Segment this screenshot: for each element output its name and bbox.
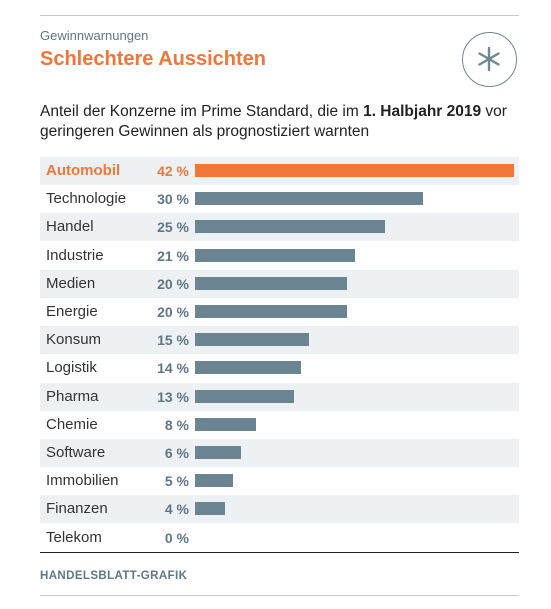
category-label: Energie: [46, 303, 98, 320]
value-label: 20 %: [157, 275, 189, 292]
category-label: Automobil: [46, 162, 121, 179]
source-credit: HANDELSBLATT-GRAFIK: [40, 570, 188, 582]
value-label: 30 %: [157, 191, 189, 208]
value-label: 15 %: [157, 332, 189, 349]
bar: [195, 446, 241, 459]
chart-row: Industrie 21 %: [40, 242, 519, 270]
infographic-card: Gewinnwarnungen Schlechtere Aussichten A…: [40, 15, 519, 596]
category-label: Immobilien: [46, 472, 119, 490]
category-label: Software: [46, 444, 106, 461]
chart-subtitle: Anteil der Konzerne im Prime Standard, d…: [40, 102, 519, 142]
category-label: Industrie: [46, 246, 104, 264]
bottom-divider: [40, 552, 519, 553]
chart-row: Chemie 8 %: [40, 411, 519, 439]
value-label: 13 %: [157, 388, 189, 405]
value-label: 14 %: [157, 360, 189, 377]
top-divider: [40, 15, 519, 16]
chart-row: Immobilien 5 %: [40, 467, 519, 495]
chart-row: Automobil 42 %: [40, 157, 519, 185]
value-label: 8 %: [164, 416, 189, 433]
category-label: Konsum: [46, 331, 102, 349]
value-label: 42 %: [157, 163, 189, 179]
value-label: 4 %: [164, 501, 189, 518]
asterisk-icon: [462, 32, 517, 87]
chart-row: Konsum 15 %: [40, 326, 519, 355]
bar: [195, 361, 302, 375]
subtitle-bold: 1. Halbjahr 2019: [363, 103, 482, 120]
footer-divider: [40, 595, 519, 596]
category-label: Logistik: [46, 359, 97, 377]
chart-row: Telekom 0 %: [40, 524, 519, 552]
value-label: 5 %: [164, 473, 189, 490]
category-label: Chemie: [46, 415, 98, 433]
bar: [195, 220, 385, 234]
bar: [195, 389, 294, 403]
chart-row: Logistik 14 %: [40, 354, 519, 382]
bar: [195, 192, 423, 206]
chart-row: Finanzen 4 %: [40, 495, 519, 524]
bar: [195, 164, 514, 177]
chart-row: Medien 20 %: [40, 269, 519, 298]
category-label: Handel: [46, 218, 94, 236]
bar: [195, 333, 309, 347]
value-label: 25 %: [157, 219, 189, 236]
kicker: Gewinnwarnungen: [40, 28, 149, 43]
category-label: Technologie: [46, 190, 127, 208]
bar-chart: Automobil 42 % Technologie 30 % Handel 25 % In…: [40, 157, 519, 552]
category-label: Finanzen: [46, 500, 108, 518]
bar: [195, 276, 347, 290]
bar: [195, 305, 347, 318]
category-label: Pharma: [46, 387, 99, 405]
bar: [195, 248, 355, 262]
value-label: 21 %: [157, 247, 189, 264]
chart-title: Schlechtere Aussichten: [40, 48, 267, 70]
category-label: Telekom: [46, 528, 102, 546]
bar: [195, 474, 233, 488]
value-label: 6 %: [164, 445, 189, 461]
chart-row: Handel 25 %: [40, 213, 519, 242]
chart-row: Pharma 13 %: [40, 382, 519, 411]
subtitle-text-2: vor geringeren Gewinnen als prognostizie…: [40, 103, 507, 140]
value-label: 20 %: [157, 304, 189, 320]
chart-row: Software 6 %: [40, 439, 519, 467]
chart-row: Technologie 30 %: [40, 185, 519, 213]
value-label: 0 %: [164, 529, 189, 546]
category-label: Medien: [46, 274, 96, 292]
chart-row: Energie 20 %: [40, 298, 519, 326]
bar: [195, 417, 256, 431]
subtitle-text-1: Anteil der Konzerne im Prime Standard, d…: [40, 103, 364, 120]
bar: [195, 502, 226, 516]
